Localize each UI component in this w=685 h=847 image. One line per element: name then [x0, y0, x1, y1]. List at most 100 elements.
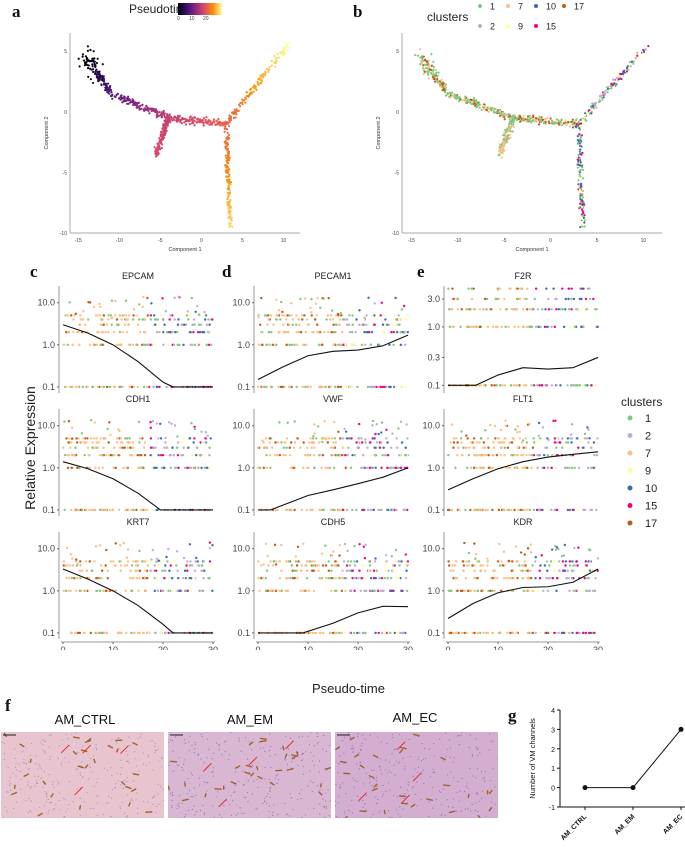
expression-point	[161, 453, 165, 457]
expression-point	[167, 343, 170, 347]
expression-point	[194, 453, 198, 457]
nucleus	[319, 789, 321, 791]
expression-point	[592, 297, 595, 301]
cell-point	[632, 53, 635, 56]
expression-point	[188, 564, 192, 567]
x-tick-label: 20	[353, 645, 363, 650]
expression-point	[548, 564, 551, 567]
nucleus	[30, 785, 32, 788]
expression-point	[154, 323, 157, 326]
expression-point	[138, 303, 141, 306]
expression-point	[106, 576, 109, 580]
y-tick-label: 0.1	[427, 628, 440, 638]
cell-point	[615, 76, 618, 79]
nucleus	[95, 749, 98, 751]
expression-point	[195, 576, 198, 580]
expression-point	[100, 576, 103, 580]
expression-point	[363, 316, 366, 319]
cell-point	[120, 94, 123, 97]
expression-point	[511, 560, 514, 563]
expression-point	[323, 330, 326, 334]
expression-point	[262, 563, 265, 566]
expression-point	[516, 287, 519, 290]
expression-point	[190, 296, 194, 300]
expression-point	[588, 287, 591, 290]
nucleus	[109, 767, 112, 769]
expression-point	[98, 576, 102, 580]
expression-point	[334, 314, 338, 317]
expression-point	[311, 560, 314, 563]
expression-point	[120, 441, 123, 444]
cell-point	[551, 122, 554, 125]
nucleus	[157, 760, 160, 762]
expression-point	[467, 287, 470, 290]
cell-point	[565, 122, 568, 125]
expression-point	[372, 323, 376, 326]
expression-point	[200, 466, 203, 470]
expression-point	[325, 438, 328, 441]
expression-point	[491, 453, 494, 457]
cell-point	[420, 55, 424, 58]
cell-point	[515, 117, 518, 120]
cell-point	[81, 55, 84, 58]
expression-point	[211, 589, 214, 593]
expression-point	[360, 576, 364, 580]
cell-point	[579, 188, 582, 191]
cell-point	[618, 75, 621, 79]
expression-point	[491, 325, 495, 329]
expression-point	[470, 325, 473, 329]
expression-point	[544, 446, 547, 449]
expression-point	[586, 466, 590, 470]
cell-point	[158, 147, 161, 150]
legend-label-cluster-7: 7	[518, 2, 523, 12]
expression-point	[113, 314, 117, 317]
cell-point	[443, 91, 447, 94]
expression-point	[175, 564, 178, 567]
expression-point	[149, 343, 152, 347]
expression-point	[504, 437, 507, 440]
expression-point	[285, 330, 288, 334]
nucleus	[79, 772, 81, 774]
expression-point	[197, 466, 200, 470]
cell-point	[239, 101, 242, 105]
expression-point	[569, 437, 572, 440]
trend-line	[257, 334, 409, 381]
expression-point	[269, 589, 273, 593]
expression-point	[346, 508, 349, 512]
cell-point	[233, 108, 236, 111]
expression-point	[357, 422, 361, 426]
cell-point	[630, 60, 633, 63]
nucleus	[297, 799, 299, 801]
expression-point	[550, 308, 553, 311]
expression-point	[498, 542, 501, 546]
nucleus	[58, 782, 60, 784]
expression-point	[296, 437, 299, 440]
expression-point	[289, 453, 292, 457]
expression-point	[495, 384, 499, 387]
cell-point	[172, 116, 175, 120]
expression-point	[124, 314, 128, 317]
expression-point	[485, 308, 488, 311]
cell-point	[128, 99, 132, 102]
cell-point	[463, 98, 466, 101]
side-legend-dot-cluster-2	[627, 433, 633, 438]
expression-point	[305, 560, 309, 563]
clusters-legend-top: 1 7 10 172 9 15	[478, 2, 584, 32]
cell-point	[278, 56, 281, 59]
expression-point	[588, 631, 591, 635]
expression-point	[334, 385, 337, 389]
expression-point	[489, 308, 492, 311]
expression-point	[531, 589, 534, 593]
expression-point	[337, 430, 340, 433]
expression-point	[467, 560, 471, 563]
expression-point	[505, 508, 509, 512]
cell-point	[165, 121, 168, 125]
expression-point	[500, 446, 503, 449]
expression-point	[319, 631, 322, 635]
cell-point	[227, 125, 231, 128]
nucleus	[111, 774, 113, 777]
cell-point	[422, 72, 425, 75]
expression-point	[280, 441, 283, 444]
cell-point	[457, 100, 461, 103]
expression-point	[269, 560, 272, 563]
